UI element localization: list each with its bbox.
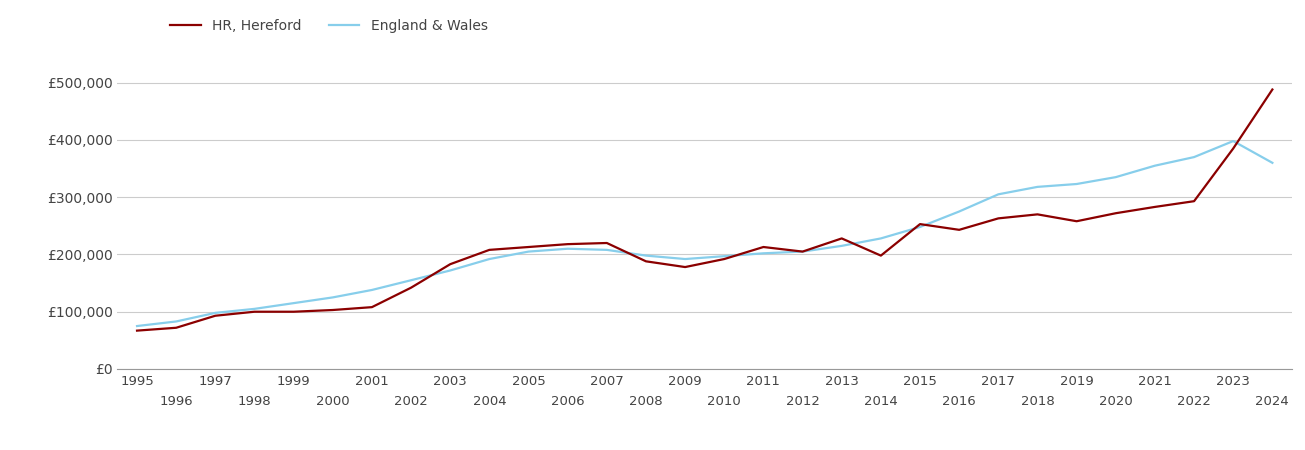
England & Wales	[247, 306, 262, 311]
HR, Hereford	[247, 309, 262, 315]
England & Wales	[521, 249, 536, 254]
HR, Hereford	[1225, 146, 1241, 151]
HR, Hereford	[756, 244, 771, 250]
England & Wales	[912, 224, 928, 230]
HR, Hereford	[1265, 87, 1280, 92]
England & Wales	[1147, 163, 1163, 168]
England & Wales	[482, 256, 497, 262]
England & Wales	[990, 192, 1006, 197]
England & Wales	[1030, 184, 1045, 189]
HR, Hereford	[873, 253, 889, 258]
HR, Hereford	[129, 328, 145, 333]
HR, Hereford	[990, 216, 1006, 221]
HR, Hereford	[1030, 212, 1045, 217]
HR, Hereford	[325, 307, 341, 313]
HR, Hereford	[1069, 219, 1084, 224]
HR, Hereford	[482, 247, 497, 252]
HR, Hereford	[442, 261, 458, 267]
HR, Hereford	[599, 240, 615, 246]
England & Wales	[325, 295, 341, 300]
England & Wales	[1265, 160, 1280, 166]
England & Wales	[756, 251, 771, 256]
HR, Hereford	[1108, 211, 1124, 216]
HR, Hereford	[1186, 198, 1202, 204]
England & Wales	[834, 243, 850, 248]
England & Wales	[364, 287, 380, 292]
England & Wales	[168, 319, 184, 324]
Legend: HR, Hereford, England & Wales: HR, Hereford, England & Wales	[164, 13, 493, 38]
HR, Hereford	[403, 285, 419, 290]
England & Wales	[951, 209, 967, 214]
HR, Hereford	[716, 256, 732, 262]
England & Wales	[1225, 138, 1241, 144]
England & Wales	[795, 249, 810, 254]
England & Wales	[129, 324, 145, 329]
HR, Hereford	[1147, 204, 1163, 210]
England & Wales	[403, 278, 419, 283]
Line: HR, Hereford: HR, Hereford	[137, 90, 1272, 331]
HR, Hereford	[521, 244, 536, 250]
HR, Hereford	[638, 259, 654, 264]
England & Wales	[1186, 154, 1202, 160]
England & Wales	[442, 268, 458, 273]
HR, Hereford	[951, 227, 967, 233]
England & Wales	[1069, 181, 1084, 187]
England & Wales	[207, 310, 223, 315]
England & Wales	[1108, 175, 1124, 180]
HR, Hereford	[677, 264, 693, 270]
HR, Hereford	[912, 221, 928, 227]
England & Wales	[560, 246, 576, 252]
HR, Hereford	[834, 236, 850, 241]
England & Wales	[599, 247, 615, 252]
HR, Hereford	[795, 249, 810, 254]
England & Wales	[638, 253, 654, 258]
HR, Hereford	[560, 242, 576, 247]
HR, Hereford	[168, 325, 184, 330]
HR, Hereford	[207, 313, 223, 319]
HR, Hereford	[364, 305, 380, 310]
England & Wales	[677, 256, 693, 262]
HR, Hereford	[286, 309, 301, 315]
England & Wales	[873, 236, 889, 241]
England & Wales	[716, 253, 732, 259]
England & Wales	[286, 301, 301, 306]
Line: England & Wales: England & Wales	[137, 141, 1272, 326]
